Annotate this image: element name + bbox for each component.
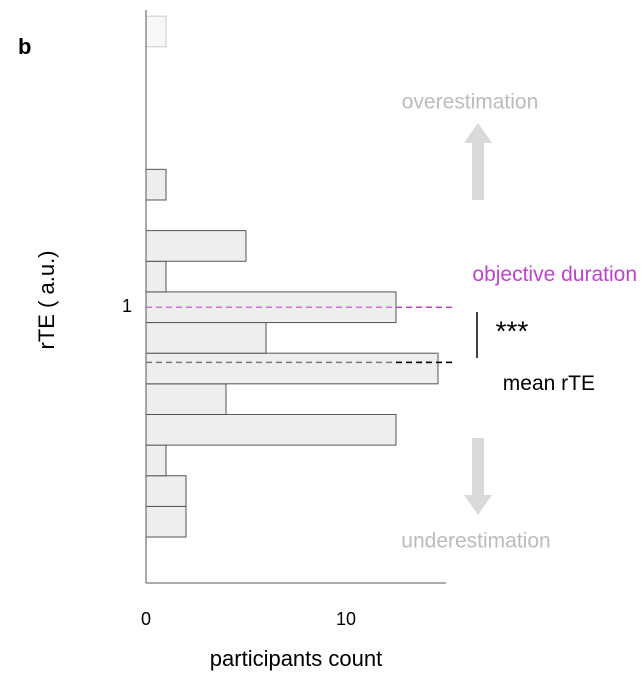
down-arrow <box>464 438 492 515</box>
bar <box>145 15 167 48</box>
x-axis-label: participants count <box>210 646 382 671</box>
x-tick-label: 0 <box>141 609 151 629</box>
y-axis-label: rTE ( a.u.) <box>34 250 59 349</box>
underestimation-label: underestimation <box>401 530 550 553</box>
bar <box>145 260 167 293</box>
panel-label: b <box>18 34 31 59</box>
bar <box>145 352 439 385</box>
bar <box>145 168 167 201</box>
bar <box>145 230 247 262</box>
overestimation-label: overestimation <box>402 91 539 114</box>
bar <box>145 505 187 538</box>
up-arrow <box>464 123 492 200</box>
bar <box>145 322 267 354</box>
significance-stars: *** <box>496 315 529 346</box>
bar <box>145 383 227 415</box>
bar <box>145 475 187 507</box>
bar <box>145 413 397 446</box>
y-tick-label: 1 <box>122 296 132 316</box>
bar <box>145 444 167 477</box>
x-tick-label: 10 <box>336 609 356 629</box>
reference-label: objective duration <box>472 263 637 286</box>
reference-label: mean rTE <box>503 372 595 395</box>
